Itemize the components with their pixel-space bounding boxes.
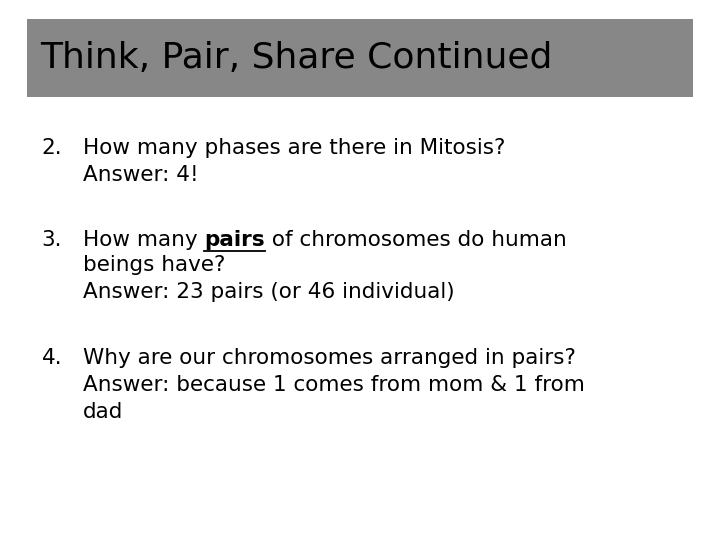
Text: Answer: 23 pairs (or 46 individual): Answer: 23 pairs (or 46 individual) <box>83 282 454 302</box>
Text: How many: How many <box>83 230 204 249</box>
Text: pairs: pairs <box>204 230 265 249</box>
FancyBboxPatch shape <box>27 19 693 97</box>
Text: 3.: 3. <box>42 230 62 249</box>
Text: 2.: 2. <box>42 138 63 158</box>
Text: 4.: 4. <box>42 348 63 368</box>
Text: Think, Pair, Share Continued: Think, Pair, Share Continued <box>40 41 553 75</box>
Text: Why are our chromosomes arranged in pairs?: Why are our chromosomes arranged in pair… <box>83 348 576 368</box>
Text: Answer: 4!: Answer: 4! <box>83 165 199 185</box>
Text: beings have?: beings have? <box>83 255 225 275</box>
Text: of chromosomes do human: of chromosomes do human <box>265 230 567 249</box>
Text: Answer: because 1 comes from mom & 1 from: Answer: because 1 comes from mom & 1 fro… <box>83 375 585 395</box>
Text: How many phases are there in Mitosis?: How many phases are there in Mitosis? <box>83 138 505 158</box>
Text: dad: dad <box>83 402 123 422</box>
